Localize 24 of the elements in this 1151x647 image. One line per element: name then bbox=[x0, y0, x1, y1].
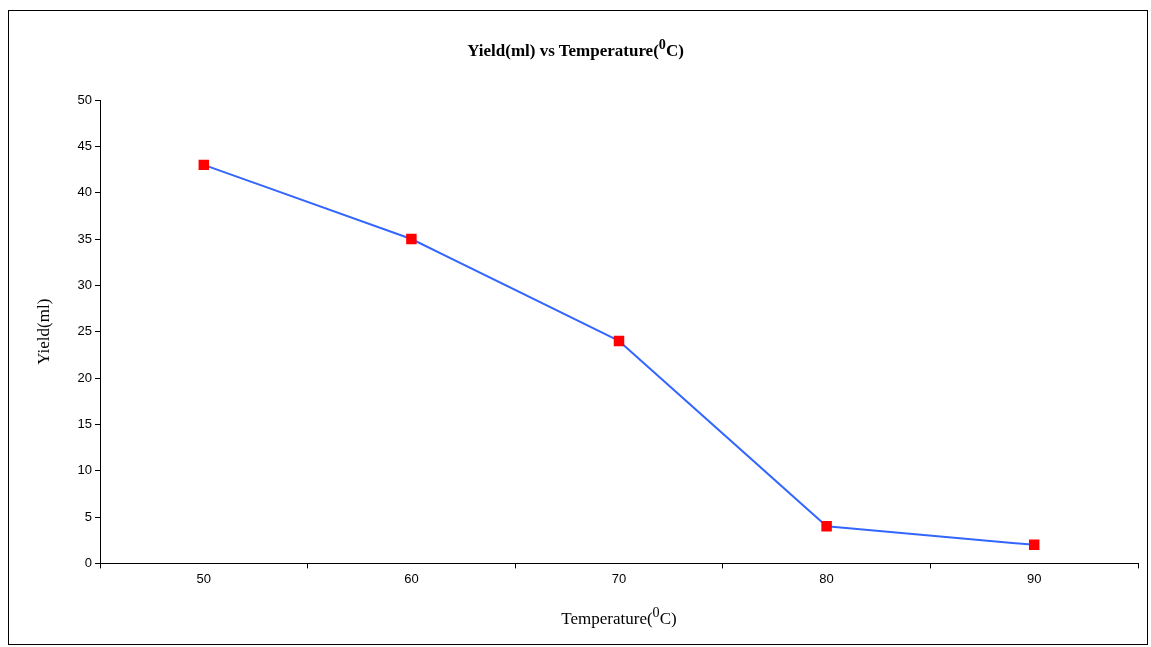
x-tick-label: 70 bbox=[611, 570, 627, 586]
x-tick-label: 90 bbox=[1026, 570, 1042, 586]
y-tick-label: 35 bbox=[77, 230, 92, 246]
y-tick-label: 45 bbox=[77, 137, 92, 153]
chart-title: Yield(ml) vs Temperature($^{0}$C) bbox=[466, 36, 685, 61]
point bbox=[1028, 539, 1040, 551]
x-tick-label: 60 bbox=[404, 570, 419, 586]
point bbox=[613, 335, 625, 347]
y-tick-label: 40 bbox=[77, 184, 92, 200]
x-axis-title: Temperature($^{0}$C) bbox=[560, 604, 678, 629]
y-tick-label: 0 bbox=[84, 554, 92, 570]
y-tick-label: 15 bbox=[77, 415, 92, 431]
y-tick-label: 25 bbox=[77, 323, 92, 339]
point bbox=[821, 521, 832, 532]
point bbox=[198, 159, 210, 171]
y-tick-label: 5 bbox=[84, 508, 92, 524]
y-tick-label: 30 bbox=[77, 276, 92, 292]
x-tick-label: 50 bbox=[196, 570, 212, 586]
y-tick-label: 50 bbox=[77, 91, 92, 107]
x-tick-label: 80 bbox=[819, 570, 834, 586]
point bbox=[406, 233, 417, 245]
y-tick-label: 20 bbox=[77, 369, 92, 385]
y-axis-title: Yield(ml) bbox=[33, 298, 53, 365]
y-tick-label: 10 bbox=[77, 462, 92, 478]
